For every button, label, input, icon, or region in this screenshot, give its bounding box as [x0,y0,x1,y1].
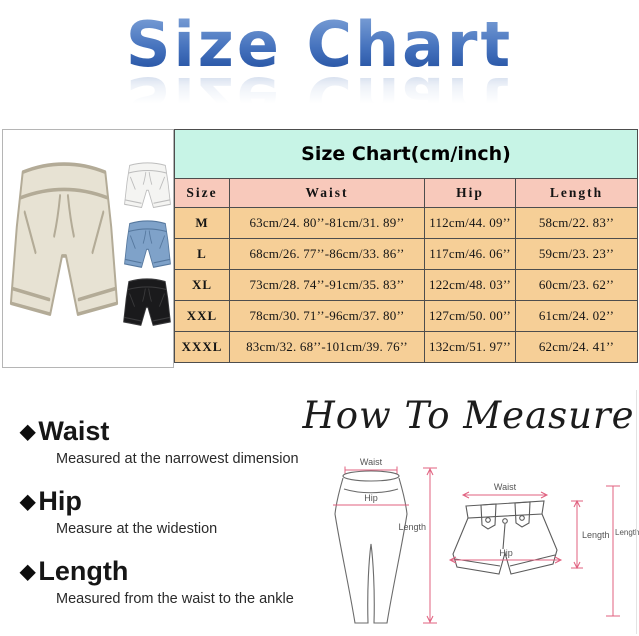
definition-term-label: Length [38,556,129,587]
definition-waist: ◆ Waist Measured at the narrowest dimens… [20,416,320,467]
shorts-outer-length-label: Length [615,528,639,537]
shorts-hip-label: Hip [499,548,513,558]
waist-cell: 68cm/26. 77’’-86cm/33. 86’’ [229,238,425,270]
size-cell: XXL [174,300,230,332]
diamond-bullet-icon: ◆ [20,490,36,513]
definition-term: ◆ Hip [20,486,320,517]
definition-description: Measured from the waist to the ankle [56,591,294,608]
product-photo-box [2,129,174,368]
diamond-bullet-icon: ◆ [20,420,36,443]
pants-hip-label: Hip [364,493,378,503]
definition-term-label: Waist [38,416,110,446]
waist-cell: 63cm/24. 80’’-81cm/31. 89’’ [229,207,425,239]
column-header-hip: Hip [424,178,516,208]
title-reflection-area: Size Chart [0,67,639,114]
definition-description: Measure at the widestion [56,521,218,538]
page-title: Size Chart [125,8,514,81]
table-row: XL 73cm/28. 74’’-91cm/35. 83’’ 122cm/48.… [174,269,639,301]
shorts-waist-label: Waist [494,482,517,492]
shorts-thumb-white [124,162,171,209]
waist-cell: 73cm/28. 74’’-91cm/35. 83’’ [229,269,425,301]
hip-cell: 117cm/46. 06’’ [424,238,516,270]
pants-diagram: Waist Hip Length [333,457,437,624]
table-caption: Size Chart(cm/inch) [173,129,639,179]
how-to-measure-diagram: Waist Hip Length [333,457,639,624]
definition-term-label: Hip [38,486,82,517]
column-header-size: Size [174,178,230,208]
pants-length-label: Length [398,522,426,532]
definition-description: Measured at the narrowest dimension [56,451,299,468]
table-row: L 68cm/26. 77’’-86cm/33. 86’’ 117cm/46. … [174,238,639,270]
table-row: XXXL 83cm/32. 68’’-101cm/39. 76’’ 132cm/… [174,331,639,363]
table-caption-row: Size Chart(cm/inch) [173,129,639,179]
waist-cell: 78cm/30. 71’’-96cm/37. 80’’ [229,300,425,332]
table-row: XXL 78cm/30. 71’’-96cm/37. 80’’ 127cm/50… [174,300,639,332]
length-cell: 60cm/23. 62’’ [514,269,639,301]
length-cell: 62cm/24. 41’’ [514,331,639,363]
size-cell: XXXL [174,331,230,363]
shorts-thumb-black [123,278,171,326]
length-cell: 61cm/24. 02’’ [514,300,639,332]
length-cell: 58cm/22. 83’’ [514,207,639,239]
hip-cell: 122cm/48. 03’’ [424,269,516,301]
size-cell: XL [174,269,230,301]
size-cell: M [174,207,230,239]
hip-cell: 132cm/51. 97’’ [424,331,516,363]
waist-cell: 83cm/32. 68’’-101cm/39. 76’’ [229,331,425,363]
measurement-definitions: ◆ Waist Measured at the narrowest dimens… [20,416,320,626]
definition-length: ◆ Length Measured from the waist to the … [20,556,320,607]
definition-hip: ◆ Hip Measure at the widestion [20,486,320,537]
hip-cell: 127cm/50. 00’’ [424,300,516,332]
definition-term: ◆ Length [20,556,320,587]
size-cell: L [174,238,230,270]
definition-term: ◆ Waist [20,416,320,447]
diamond-bullet-icon: ◆ [20,560,36,583]
column-header-waist: Waist [229,178,425,208]
size-chart-table: Size Chart(cm/inch) Size Waist Hip Lengt… [173,129,639,363]
image-edge-line [636,390,637,634]
column-header-length: Length [514,178,639,208]
pants-waist-label: Waist [360,457,383,467]
shorts-length-label: Length [582,530,610,540]
page-title-area: Size Chart Size Chart [0,8,639,114]
how-to-measure-heading: How To Measure [302,394,635,437]
table-row: M 63cm/24. 80’’-81cm/31. 89’’ 112cm/44. … [174,207,639,239]
table-header-row: Size Waist Hip Length [174,178,639,208]
hip-cell: 112cm/44. 09’’ [424,207,516,239]
shorts-diagram: Waist Hip Length Length [448,482,639,617]
length-cell: 59cm/23. 23’’ [514,238,639,270]
shorts-thumb-blue [123,220,172,268]
shorts-photo-beige [9,162,119,316]
title-reflection-fade [0,67,639,114]
